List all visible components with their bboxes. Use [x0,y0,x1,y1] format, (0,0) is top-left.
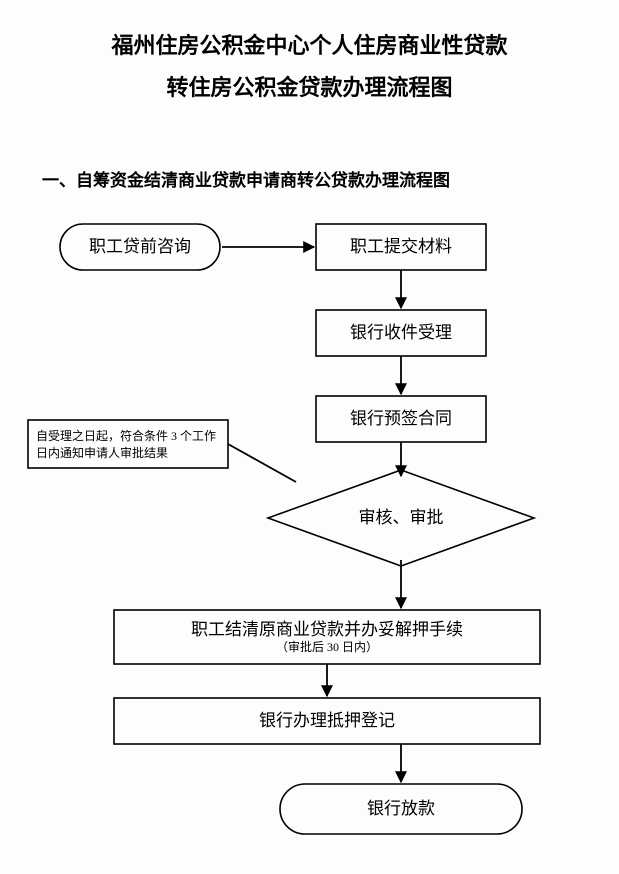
node-settle-label-main: 职工结清原商业贷款并办妥解押手续 [191,620,463,640]
node-consult-label: 职工贷前咨询 [89,237,191,257]
title-line2-text: 转住房公积金贷款办理流程图 [166,75,452,100]
note-text: 自受理之日起，符合条件 3 个工作日内通知申请人审批结果 [36,429,216,460]
node-review: 审核、审批 [268,470,534,566]
node-accept-label: 银行收件受理 [350,323,452,343]
node-presign: 银行预签合同 [316,396,486,442]
title-line1-text: 福州住房公积金中心个人住房商业性贷款 [111,33,507,58]
node-settle: 职工结清原商业贷款并办妥解押手续 （审批后 30 日内） [114,610,540,664]
node-mortgage: 银行办理抵押登记 [114,698,540,744]
node-mortgage-label: 银行办理抵押登记 [259,711,395,731]
node-submit: 职工提交材料 [316,224,486,270]
subtitle-text: 一、自筹资金结清商业贷款申请商转公贷款办理流程图 [42,171,450,190]
section-subtitle: 一、自筹资金结清商业贷款申请商转公贷款办理流程图 [42,166,450,191]
node-consult: 职工贷前咨询 [60,224,220,270]
note-box: 自受理之日起，符合条件 3 个工作日内通知申请人审批结果 [36,428,220,462]
node-presign-label: 银行预签合同 [350,409,452,429]
page-title-line2: 转住房公积金贷款办理流程图 [0,70,619,102]
node-review-label: 审核、审批 [359,508,444,528]
node-disburse-label: 银行放款 [367,799,435,819]
node-disburse: 银行放款 [280,784,522,834]
node-settle-label-sub: （审批后 30 日内） [276,640,378,654]
page-title-line1: 福州住房公积金中心个人住房商业性贷款 [0,28,619,60]
node-submit-label: 职工提交材料 [350,237,452,257]
node-accept: 银行收件受理 [316,310,486,356]
